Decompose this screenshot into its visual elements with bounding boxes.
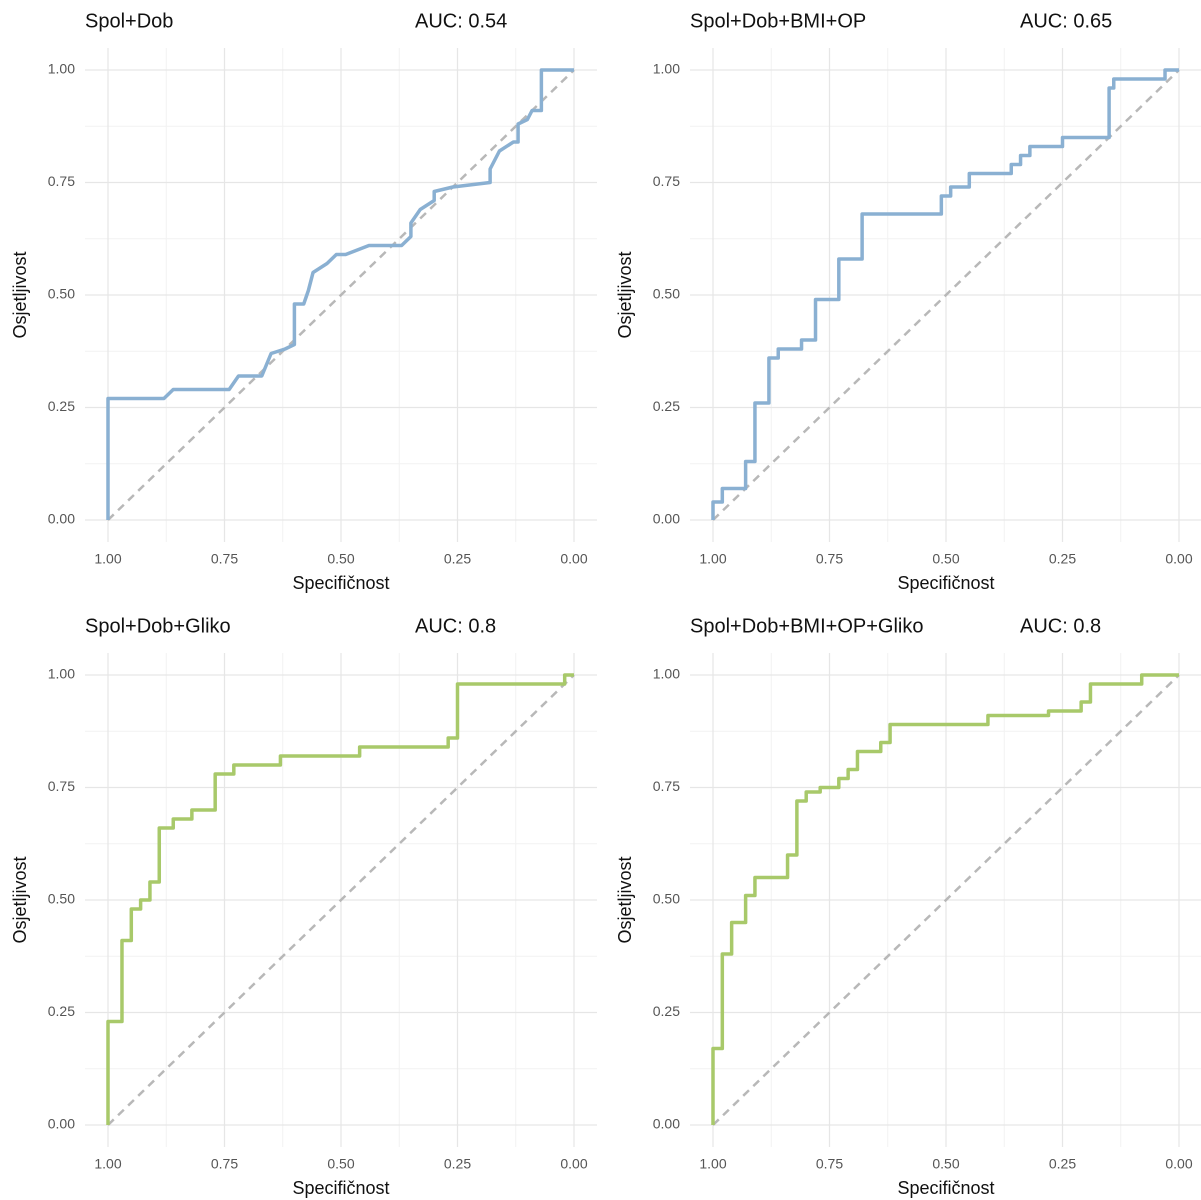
y-tick-label: 0.00	[48, 511, 75, 527]
y-tick-label: 0.75	[48, 173, 75, 189]
panel-title: Spol+Dob+BMI+OP+Gliko	[690, 615, 923, 637]
x-tick-label: 0.25	[444, 1156, 471, 1172]
auc-annotation: AUC: 0.65	[1020, 10, 1112, 32]
x-axis-label: Specifičnost	[292, 573, 389, 593]
roc-curve	[711, 673, 1179, 1125]
x-tick-label: 1.00	[699, 1156, 726, 1172]
x-tick-label: 0.75	[816, 551, 843, 567]
y-tick-label: 1.00	[653, 61, 680, 77]
x-axis-label: Specifičnost	[897, 573, 994, 593]
x-tick-label: 0.50	[327, 1156, 354, 1172]
x-axis-label: Specifičnost	[292, 1178, 389, 1198]
x-tick-label: 1.00	[94, 551, 121, 567]
y-axis-label: Osjetljivost	[615, 856, 635, 943]
y-tick-label: 1.00	[653, 666, 680, 682]
y-axis-label: Osjetljivost	[615, 251, 635, 338]
x-tick-label: 0.50	[327, 551, 354, 567]
reference-diagonal	[107, 69, 575, 521]
y-tick-label: 0.50	[653, 891, 680, 907]
auc-annotation: AUC: 0.8	[415, 615, 496, 637]
y-tick-label: 0.25	[653, 398, 680, 414]
y-tick-label: 1.00	[48, 61, 75, 77]
x-tick-label: 1.00	[94, 1156, 121, 1172]
auc-annotation: AUC: 0.54	[415, 10, 507, 32]
x-tick-label: 0.25	[444, 551, 471, 567]
reference-diagonal	[712, 674, 1180, 1126]
x-tick-label: 1.00	[699, 551, 726, 567]
roc-curve	[711, 68, 1179, 520]
roc-curve	[106, 68, 574, 520]
y-tick-label: 0.00	[653, 511, 680, 527]
x-tick-label: 0.75	[211, 1156, 238, 1172]
x-tick-label: 0.75	[211, 551, 238, 567]
auc-annotation: AUC: 0.8	[1020, 615, 1101, 637]
x-axis-label: Specifičnost	[897, 1178, 994, 1198]
y-tick-label: 0.50	[653, 286, 680, 302]
panel-title: Spol+Dob+BMI+OP	[690, 10, 866, 32]
y-axis-label: Osjetljivost	[10, 856, 30, 943]
y-tick-label: 0.50	[48, 891, 75, 907]
x-tick-label: 0.25	[1049, 1156, 1076, 1172]
panel-title: Spol+Dob+Gliko	[85, 615, 231, 637]
x-tick-label: 0.00	[1165, 551, 1192, 567]
y-tick-label: 0.00	[653, 1116, 680, 1132]
y-axis-label: Osjetljivost	[10, 251, 30, 338]
roc-curve	[106, 673, 574, 1125]
x-tick-label: 0.50	[932, 551, 959, 567]
x-tick-label: 0.00	[560, 1156, 587, 1172]
y-tick-label: 0.75	[48, 778, 75, 794]
x-tick-label: 0.00	[560, 551, 587, 567]
y-tick-label: 0.75	[653, 778, 680, 794]
x-tick-label: 0.75	[816, 1156, 843, 1172]
x-tick-label: 0.25	[1049, 551, 1076, 567]
reference-diagonal	[107, 674, 575, 1126]
y-tick-label: 0.25	[653, 1003, 680, 1019]
reference-diagonal	[712, 69, 1180, 521]
panel-title: Spol+Dob	[85, 10, 173, 32]
y-tick-label: 0.00	[48, 1116, 75, 1132]
y-tick-label: 0.50	[48, 286, 75, 302]
x-tick-label: 0.50	[932, 1156, 959, 1172]
y-tick-label: 0.75	[653, 173, 680, 189]
y-tick-label: 0.25	[48, 1003, 75, 1019]
y-tick-label: 0.25	[48, 398, 75, 414]
y-tick-label: 1.00	[48, 666, 75, 682]
x-tick-label: 0.00	[1165, 1156, 1192, 1172]
